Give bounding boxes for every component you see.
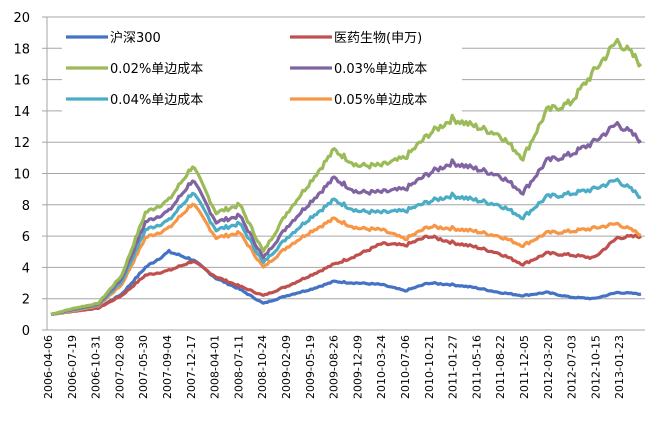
series-lines [50,37,643,316]
x-tick-label: 2011-12-05 [518,335,531,399]
legend-label: 0.05%单边成本 [334,93,427,108]
y-tick-label: 8 [22,199,30,214]
y-tick-label: 16 [13,74,30,89]
y-axis: 0 2 4 6 8 10 12 14 16 18 20 [13,11,48,339]
x-tick-label: 2006-07-19 [66,335,79,399]
x-tick-label: 2008-07-11 [232,335,245,399]
x-tick-label: 2007-12-17 [185,335,198,399]
series-line-1 [50,233,642,316]
legend-label: 0.04%单边成本 [110,93,203,108]
x-tick-label: 2010-03-24 [375,335,388,399]
x-tick-label: 2012-07-03 [566,335,579,399]
y-tick-label: 20 [13,11,30,26]
x-tick-label: 2011-05-16 [470,335,483,399]
x-tick-label: 2006-04-06 [42,335,55,399]
legend-label: 0.03%单边成本 [334,62,427,77]
legend-label: 医药生物(申万) [334,31,422,46]
x-tick-label: 2011-08-22 [494,335,507,399]
x-tick-label: 2009-05-19 [304,335,317,399]
legend-label: 沪深300 [110,30,161,46]
x-tick-label: 2007-05-30 [137,335,150,399]
series-line-5 [50,202,642,316]
y-tick-label: 4 [22,261,30,276]
x-tick-label: 2012-10-15 [589,335,602,399]
x-tick-label: 2009-02-09 [280,335,293,399]
series-line-3 [50,120,642,316]
x-tick-label: 2008-10-24 [256,335,269,399]
series-line-4 [50,177,642,316]
x-tick-label: 2011-01-27 [447,335,460,399]
x-axis: 2006-04-06 2006-07-19 2006-10-31 2007-02-08… [42,329,645,399]
x-tick-label: 2008-04-01 [209,335,222,399]
series-line-0 [50,248,642,316]
series-line-2 [50,37,643,316]
y-tick-label: 12 [13,136,30,151]
x-tick-label: 2012-03-20 [542,335,555,399]
x-tick-label: 2009-08-26 [328,335,341,399]
legend: 沪深300 医药生物(申万) 0.02%单边成本 0.03%单边成本 0.04%单边成本… [62,22,462,112]
x-tick-label: 2010-07-06 [399,335,412,399]
legend-label: 0.02%单边成本 [110,62,203,77]
x-tick-label: 2009-12-09 [351,335,364,399]
x-tick-label: 2010-10-21 [423,335,436,399]
y-tick-label: 2 [22,293,30,308]
x-tick-label: 2006-10-31 [90,335,103,399]
x-tick-label: 2007-09-04 [161,335,174,399]
x-tick-label: 2013-01-23 [613,335,626,399]
y-tick-label: 18 [13,42,30,57]
legend-background [62,22,462,112]
y-tick-label: 10 [13,168,30,183]
y-tick-label: 6 [22,230,30,245]
x-tick-label: 2007-02-08 [113,335,126,399]
y-tick-label: 14 [13,105,30,120]
y-tick-label: 0 [22,324,30,339]
